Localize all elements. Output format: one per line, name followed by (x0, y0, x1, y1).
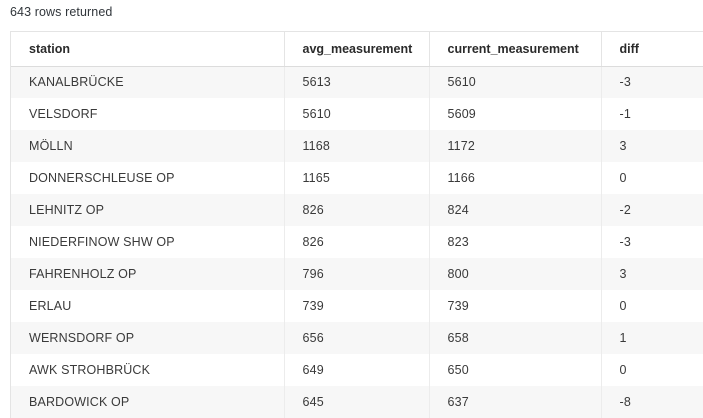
cell-station: MÖLLN (11, 130, 285, 162)
results-table-scroll-container[interactable]: station avg_measurement current_measurem… (10, 31, 703, 418)
cell-station: NIEDERFINOW SHW OP (11, 226, 285, 258)
table-header-row: station avg_measurement current_measurem… (11, 32, 703, 67)
table-row[interactable]: VELSDORF 5610 5609 -1 (11, 98, 703, 130)
cell-station: WERNSDORF OP (11, 322, 285, 354)
table-row[interactable]: NIEDERFINOW SHW OP 826 823 -3 (11, 226, 703, 258)
results-table-header: station avg_measurement current_measurem… (11, 32, 703, 67)
cell-current-measurement: 637 (429, 386, 602, 418)
cell-diff: 0 (601, 354, 703, 386)
cell-diff: -3 (601, 226, 703, 258)
cell-avg-measurement: 645 (284, 386, 430, 418)
cell-station: VELSDORF (11, 98, 285, 130)
cell-current-measurement: 824 (429, 194, 602, 226)
table-row[interactable]: ERLAU 739 739 0 (11, 290, 703, 322)
cell-current-measurement: 658 (429, 322, 602, 354)
cell-diff: 3 (601, 130, 703, 162)
cell-station: FAHRENHOLZ OP (11, 258, 285, 290)
cell-avg-measurement: 826 (284, 226, 430, 258)
cell-current-measurement: 5609 (429, 98, 602, 130)
cell-current-measurement: 650 (429, 354, 602, 386)
column-header-diff[interactable]: diff (601, 32, 703, 67)
cell-diff: 1 (601, 322, 703, 354)
cell-diff: -8 (601, 386, 703, 418)
cell-current-measurement: 823 (429, 226, 602, 258)
table-row[interactable]: BARDOWICK OP 645 637 -8 (11, 386, 703, 418)
cell-station: ERLAU (11, 290, 285, 322)
cell-avg-measurement: 1165 (284, 162, 430, 194)
cell-current-measurement: 739 (429, 290, 602, 322)
table-row[interactable]: DONNERSCHLEUSE OP 1165 1166 0 (11, 162, 703, 194)
cell-avg-measurement: 5613 (284, 66, 430, 98)
cell-station: LEHNITZ OP (11, 194, 285, 226)
results-table: station avg_measurement current_measurem… (11, 32, 703, 418)
cell-avg-measurement: 739 (284, 290, 430, 322)
rows-returned-status: 643 rows returned (10, 5, 113, 19)
cell-station: AWK STROHBRÜCK (11, 354, 285, 386)
cell-current-measurement: 1172 (429, 130, 602, 162)
table-row[interactable]: LEHNITZ OP 826 824 -2 (11, 194, 703, 226)
cell-diff: 0 (601, 290, 703, 322)
cell-diff: -3 (601, 66, 703, 98)
cell-station: DONNERSCHLEUSE OP (11, 162, 285, 194)
table-row[interactable]: FAHRENHOLZ OP 796 800 3 (11, 258, 703, 290)
cell-avg-measurement: 796 (284, 258, 430, 290)
table-row[interactable]: MÖLLN 1168 1172 3 (11, 130, 703, 162)
cell-diff: 0 (601, 162, 703, 194)
cell-avg-measurement: 649 (284, 354, 430, 386)
column-header-station[interactable]: station (11, 32, 285, 67)
cell-current-measurement: 1166 (429, 162, 602, 194)
cell-diff: 3 (601, 258, 703, 290)
cell-station: BARDOWICK OP (11, 386, 285, 418)
cell-avg-measurement: 1168 (284, 130, 430, 162)
table-row[interactable]: AWK STROHBRÜCK 649 650 0 (11, 354, 703, 386)
table-row[interactable]: KANALBRÜCKE 5613 5610 -3 (11, 66, 703, 98)
table-row[interactable]: WERNSDORF OP 656 658 1 (11, 322, 703, 354)
cell-current-measurement: 800 (429, 258, 602, 290)
results-table-body: KANALBRÜCKE 5613 5610 -3 VELSDORF 5610 5… (11, 66, 703, 418)
cell-station: KANALBRÜCKE (11, 66, 285, 98)
cell-avg-measurement: 826 (284, 194, 430, 226)
cell-avg-measurement: 5610 (284, 98, 430, 130)
column-header-current-measurement[interactable]: current_measurement (429, 32, 602, 67)
cell-avg-measurement: 656 (284, 322, 430, 354)
column-header-avg-measurement[interactable]: avg_measurement (284, 32, 430, 67)
cell-current-measurement: 5610 (429, 66, 602, 98)
cell-diff: -2 (601, 194, 703, 226)
cell-diff: -1 (601, 98, 703, 130)
